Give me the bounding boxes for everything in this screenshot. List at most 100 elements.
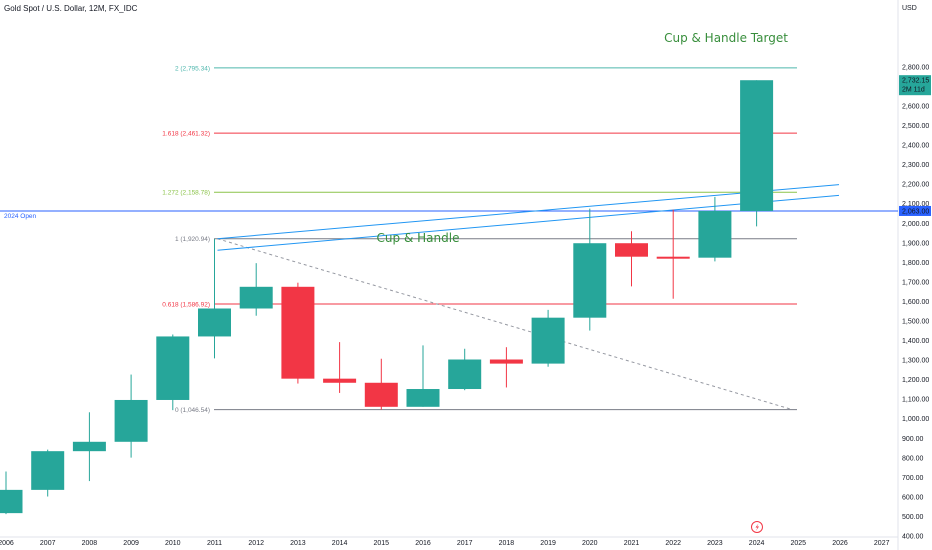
y-tick-label: 1,100.00 <box>902 397 929 404</box>
candle[interactable] <box>198 238 231 359</box>
x-tick-label: 2007 <box>40 540 56 547</box>
y-tick-label: 900.00 <box>902 436 924 443</box>
x-tick-label: 2022 <box>665 540 681 547</box>
x-tick-label: 2006 <box>0 540 14 547</box>
candle-body <box>364 382 398 407</box>
candle-body <box>698 210 732 258</box>
candle-body <box>72 441 106 452</box>
candle[interactable] <box>740 80 774 227</box>
candle[interactable] <box>531 309 565 367</box>
open-price-tag <box>899 205 931 216</box>
candle-body <box>281 286 315 379</box>
axis-lines <box>0 0 899 550</box>
last-price-countdown: 2M 11d <box>902 87 925 94</box>
y-tick-label: 1,600.00 <box>902 299 929 306</box>
channel-line <box>217 194 840 251</box>
candle-body <box>656 256 690 259</box>
candle-body <box>740 80 774 211</box>
x-tick-label: 2018 <box>499 540 515 547</box>
y-tick-label: 2,200.00 <box>902 182 929 189</box>
candle[interactable] <box>406 345 440 407</box>
x-tick-label: 2010 <box>165 540 181 547</box>
x-tick-label: 2023 <box>707 540 723 547</box>
candle-body <box>323 378 357 383</box>
candle[interactable] <box>323 342 357 393</box>
candle[interactable] <box>0 471 23 515</box>
candle-body <box>531 317 565 364</box>
fib-level-label: 1 (1,920.94) <box>175 236 210 243</box>
x-tick-label: 2026 <box>832 540 848 547</box>
x-tick-label: 2025 <box>791 540 807 547</box>
x-tick-label: 2012 <box>248 540 264 547</box>
last-price-tag <box>899 75 931 96</box>
y-tick-label: 600.00 <box>902 494 924 501</box>
x-tick-label: 2013 <box>290 540 306 547</box>
cup-handle-label: Cup & Handle <box>377 231 460 245</box>
y-tick-label: 2,100.00 <box>902 201 929 208</box>
fib-levels: 2 (2,795.34) 1.618 (2,461.32) 1.272 (2,158… <box>0 65 898 414</box>
currency-label: USD <box>902 5 917 12</box>
x-tick-label: 2017 <box>457 540 473 547</box>
open-price-value: 2,063.00 <box>902 208 929 215</box>
y-tick-label: 400.00 <box>902 534 924 541</box>
candle-body <box>198 308 231 337</box>
y-tick-label: 1,300.00 <box>902 358 929 365</box>
candle[interactable] <box>72 412 106 482</box>
y-tick-label: 1,400.00 <box>902 338 929 345</box>
y-tick-label: 1,000.00 <box>902 416 929 423</box>
chart-title: Gold Spot / U.S. Dollar, 12M, FX_IDC <box>4 4 138 13</box>
candle[interactable] <box>239 263 273 316</box>
x-tick-label: 2027 <box>874 540 890 547</box>
candle[interactable] <box>31 449 65 497</box>
candle-body <box>489 359 523 364</box>
candle-body <box>156 336 190 400</box>
candle[interactable] <box>114 374 148 458</box>
candle[interactable] <box>448 348 482 391</box>
x-tick-label: 2024 <box>749 540 765 547</box>
candle-body <box>0 489 23 514</box>
candle-body <box>615 243 648 257</box>
annotations: Cup & Handle Cup & Handle Target <box>377 31 789 245</box>
y-tick-label: 1,900.00 <box>902 240 929 247</box>
candle[interactable] <box>364 358 398 410</box>
candle-body <box>573 243 607 318</box>
candle-body <box>448 359 482 390</box>
candles[interactable] <box>0 80 774 515</box>
candle[interactable] <box>489 347 523 388</box>
candle[interactable] <box>281 282 315 384</box>
y-tick-label: 2,800.00 <box>902 64 929 71</box>
y-tick-label: 1,800.00 <box>902 260 929 267</box>
x-tick-label: 2015 <box>374 540 390 547</box>
x-tick-label: 2009 <box>123 540 139 547</box>
x-tick-label: 2019 <box>540 540 556 547</box>
candle-body <box>239 286 273 309</box>
y-tick-label: 2,300.00 <box>902 162 929 169</box>
candle-body <box>31 451 65 490</box>
candle[interactable] <box>615 231 648 287</box>
y-axis[interactable]: 400.00 500.00 600.00 700.00 800.00 900.00 1,00… <box>902 64 929 540</box>
y-tick-label: 700.00 <box>902 475 924 482</box>
y-tick-label: 500.00 <box>902 514 924 521</box>
x-axis[interactable]: 2006 2007 2008 2009 2010 2011 2012 2013 2014 2015… <box>0 540 890 547</box>
x-tick-label: 2021 <box>624 540 640 547</box>
y-tick-label: 1,700.00 <box>902 279 929 286</box>
y-tick-label: 2,500.00 <box>902 123 929 130</box>
candle-body <box>114 399 148 442</box>
candle[interactable] <box>573 208 607 331</box>
candle[interactable] <box>156 334 190 411</box>
candle[interactable] <box>656 209 690 299</box>
x-tick-label: 2011 <box>207 540 222 547</box>
cup-handle-target-label: Cup & Handle Target <box>664 31 788 45</box>
fib-level-label: 2 (2,795.34) <box>175 65 210 72</box>
x-tick-label: 2008 <box>82 540 98 547</box>
fib-level-label: 1.272 (2,158.78) <box>162 190 210 197</box>
y-tick-label: 2,400.00 <box>902 143 929 150</box>
trendlines <box>217 184 840 411</box>
candle[interactable] <box>698 196 732 262</box>
lightning-icon[interactable] <box>751 521 763 533</box>
fib-level-label: 0.618 (1,586.92) <box>162 302 210 309</box>
x-tick-label: 2014 <box>332 540 348 547</box>
y-tick-label: 2,000.00 <box>902 221 929 228</box>
candle-body <box>406 389 440 407</box>
